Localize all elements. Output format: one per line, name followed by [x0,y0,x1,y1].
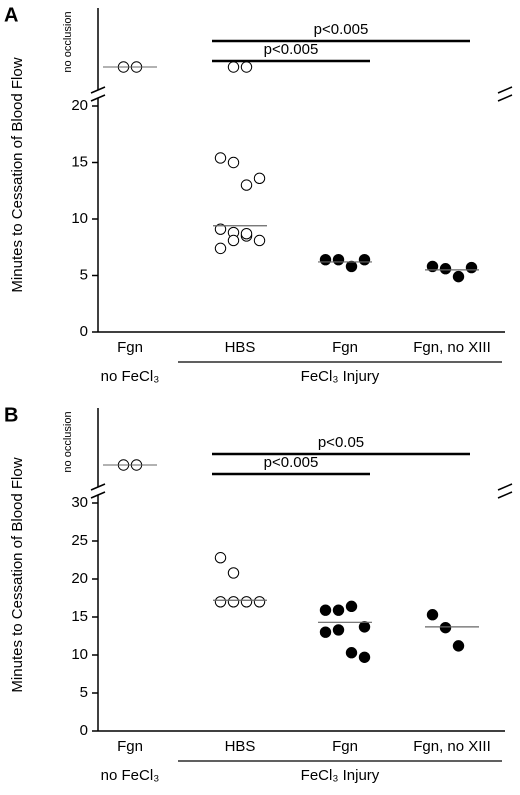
point [426,260,439,273]
significance-label: p<0.005 [314,21,369,38]
point [426,609,439,621]
point [345,260,358,273]
point [332,604,345,616]
significance-label: p<0.005 [264,41,319,58]
point [253,172,266,185]
y-tick-label: 25 [71,532,88,549]
x-tick-label: Fgn, no XIII [413,339,491,356]
point [452,640,465,652]
axis-break [90,86,106,94]
panel-letter: A [4,4,18,26]
x-tick-label: Fgn, no XIII [413,738,491,755]
group-label: FeCl₃ Injury [301,368,380,385]
no-occlusion-label: no occlusion [62,411,74,472]
axis-break [90,483,106,491]
point [214,223,227,235]
point [465,261,478,274]
point [358,253,371,266]
significance-label: p<0.05 [318,434,364,451]
point [227,234,240,247]
y-tick-label: 20 [71,570,88,587]
group-label: no FeCl₃ [101,368,160,385]
point [214,152,227,164]
point [214,596,227,608]
y-tick-label: 0 [80,722,88,739]
panel-letter: B [4,404,18,426]
y-tick-label: 10 [71,210,88,227]
point [240,179,253,191]
y-tick-label: 30 [71,494,88,511]
point [452,270,465,283]
axis-break [497,483,513,491]
point [227,567,240,579]
axis-break [90,94,106,102]
significance-label: p<0.005 [264,454,319,471]
point [253,596,266,608]
x-tick-label: Fgn [332,339,358,356]
point [319,604,332,616]
point [345,600,358,613]
y-tick-label: 10 [71,646,88,663]
axis-break [497,491,513,499]
point [439,263,452,275]
point [439,621,452,634]
point [253,234,266,247]
no-occlusion-label: no occlusion [62,11,74,72]
point [332,253,345,266]
point [214,242,227,255]
y-tick-label: 20 [71,97,88,114]
x-tick-label: Fgn [117,738,143,755]
axis-break [497,94,513,102]
point [240,596,253,608]
x-tick-label: HBS [225,339,256,356]
y-tick-label: 15 [71,153,88,170]
point [332,624,345,636]
y-axis-label: Minutes to Cessation of Blood Flow [9,457,26,692]
point [227,596,240,608]
no-occlusion-point [240,61,253,73]
point [358,621,371,633]
y-tick-label: 5 [80,266,88,283]
point [319,626,332,638]
point [358,651,371,663]
axis-break [497,86,513,94]
no-occlusion-point [227,61,240,73]
y-tick-label: 0 [80,323,88,340]
x-tick-label: Fgn [117,339,143,356]
point [227,156,240,169]
point [240,227,253,240]
group-label: FeCl₃ Injury [301,767,380,784]
y-tick-label: 15 [71,608,88,625]
point [214,552,227,564]
group-label: no FeCl₃ [101,767,160,784]
axis-break [90,491,106,499]
x-tick-label: HBS [225,738,256,755]
x-tick-label: Fgn [332,738,358,755]
point [345,647,358,659]
point [319,253,332,266]
y-tick-label: 5 [80,684,88,701]
y-axis-label: Minutes to Cessation of Blood Flow [9,57,26,292]
